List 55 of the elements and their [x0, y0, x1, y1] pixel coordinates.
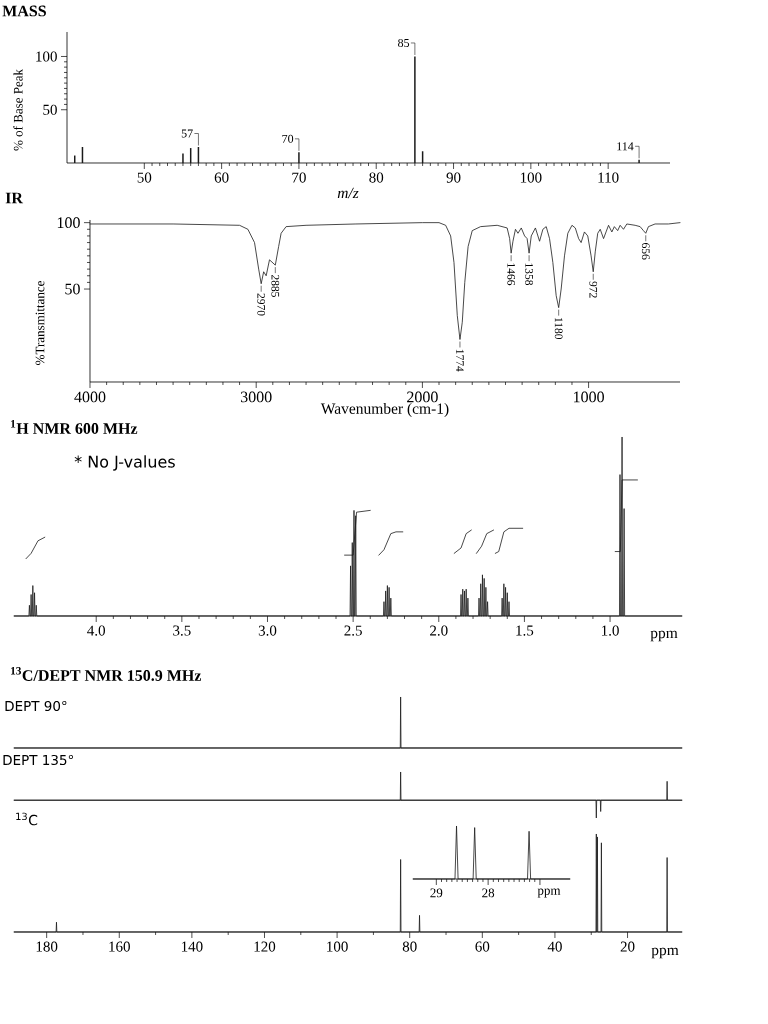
- chart-title: $^{1}$H NMR 600 MHz: [11, 420, 138, 434]
- x-tick-label: 3.5: [173, 625, 191, 636]
- x-tick-label: 28: [482, 888, 495, 898]
- annotation: 972: [589, 281, 598, 298]
- annotation: * No J-values: [74, 455, 175, 471]
- x-tick-label: 90: [446, 172, 461, 183]
- x-tick-label: 2.5: [344, 625, 362, 636]
- x-tick-label: 70: [292, 172, 306, 183]
- x-tick-label: 2.0: [430, 625, 448, 636]
- x-axis-title: m/z: [337, 187, 359, 199]
- x-tick-label: 1000: [574, 391, 604, 403]
- annotation: 1466: [507, 263, 515, 286]
- x-tick-label: 180: [36, 941, 58, 952]
- annotation: 2885: [271, 274, 280, 297]
- x-tick-label: 80: [369, 172, 384, 183]
- chart-title: IR: [5, 192, 24, 204]
- annotation: 2970: [257, 293, 266, 316]
- x-tick-label: 3000: [240, 391, 272, 403]
- x-tick-label: 50: [137, 172, 152, 183]
- chart-title: MASS: [2, 5, 46, 17]
- x-tick-label: 140: [181, 941, 203, 952]
- x-tick-label: 2000: [407, 391, 438, 403]
- x-axis-title: ppm: [650, 630, 678, 642]
- x-tick-label: 1.5: [516, 625, 534, 636]
- x-axis-title: ppm: [537, 888, 561, 898]
- x-tick-label: 100: [327, 941, 348, 952]
- x-axis-title: ppm: [651, 947, 679, 959]
- y-axis-title: %Transmittance: [35, 281, 45, 365]
- x-tick-label: 60: [475, 941, 490, 952]
- annotation: 1358: [525, 263, 533, 286]
- x-tick-label: 20: [620, 941, 635, 952]
- x-tick-label: 80: [402, 941, 417, 952]
- text: DEPT 135°: [3, 754, 73, 766]
- annotation: 114: [617, 142, 634, 151]
- x-tick-label: 120: [254, 941, 276, 952]
- y-axis-title: % of Base Peak: [13, 69, 23, 151]
- annotation: 1774: [456, 349, 464, 372]
- x-axis-title: Wavenumber (cm-1): [320, 402, 449, 418]
- annotation: 70: [282, 134, 294, 143]
- line-series: [89, 222, 681, 340]
- x-tick-label: 100: [520, 172, 542, 183]
- annotation: $^{13}$C: [16, 812, 38, 826]
- x-tick-label: 29: [430, 888, 443, 898]
- x-tick-label: 1.0: [602, 625, 619, 636]
- x-tick-label: 110: [598, 172, 619, 183]
- x-tick-label: 4000: [74, 391, 106, 403]
- annotation: 85: [398, 38, 410, 48]
- x-tick-label: 4.0: [87, 625, 106, 636]
- x-tick-label: 60: [214, 172, 229, 183]
- x-tick-label: 40: [547, 941, 562, 952]
- annotation: 1180: [554, 317, 563, 340]
- x-tick-label: 3.0: [258, 625, 277, 636]
- annotation: 656: [641, 243, 650, 260]
- annotation: 57: [181, 129, 193, 138]
- x-tick-label: 160: [109, 941, 130, 952]
